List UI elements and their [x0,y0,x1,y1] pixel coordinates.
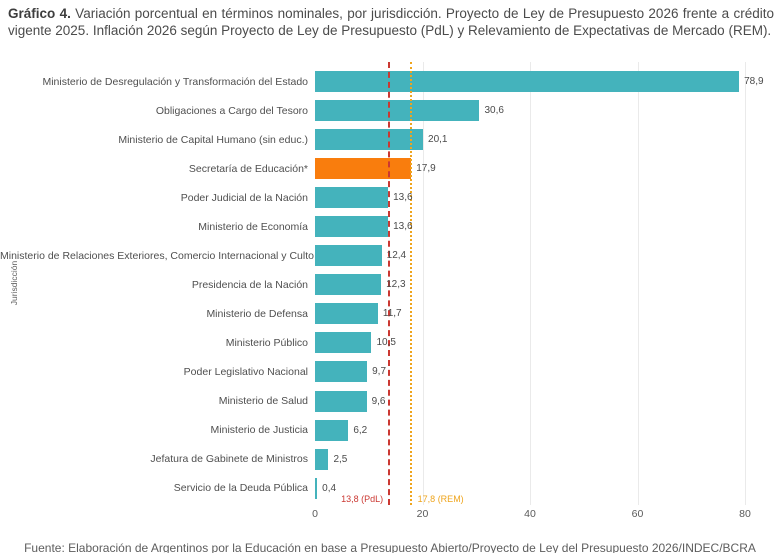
bar-row: Ministerio de Defensa 11,7 [0,299,780,328]
bar-row: Poder Legislativo Nacional 9,7 [0,357,780,386]
bar-row: Poder Judicial de la Nación 13,6 [0,183,780,212]
category-label: Presidencia de la Nación [191,278,308,291]
reference-line-label: 13,8 (PdL) [341,494,384,504]
category-label: Ministerio de Salud [218,395,308,408]
bar [315,216,389,238]
category-label: Ministerio de Economía [198,220,308,233]
bar-row: Ministerio de Economía 13,6 [0,212,780,241]
bar [315,332,372,354]
figure-title: Gráfico 4. Variación porcentual en térmi… [8,6,774,40]
reference-line [409,62,412,505]
category-label: Obligaciones a Cargo del Tesoro [155,104,308,117]
gridline [530,62,531,505]
x-axis-tick-label: 80 [739,508,751,520]
category-label: Servicio de la Deuda Pública [173,482,308,495]
bar [315,303,378,325]
category-label: Ministerio de Justicia [210,424,308,437]
category-label: Ministerio Público [225,336,308,349]
value-label: 20,1 [428,134,448,146]
value-label: 12,4 [386,250,407,262]
x-axis-ticks: 0 20 40 60 80 [0,508,780,524]
category-label: Ministerio de Relaciones Exteriores, Com… [0,249,314,262]
x-axis-tick-label: 20 [416,508,429,520]
bar-rows: Ministerio de Desregulación y Transforma… [0,67,780,503]
category-label: Secretaría de Educación* [188,162,308,175]
bar [315,361,368,383]
value-label: 78,9 [744,76,764,88]
bar [315,100,480,122]
category-label: Ministerio de Capital Humano (sin educ.) [118,133,308,146]
x-axis-tick-label: 40 [524,508,536,520]
value-label: 9,6 [371,395,386,407]
bar [315,71,740,93]
category-label: Poder Legislativo Nacional [183,365,308,378]
bar [315,390,367,412]
bar [315,187,389,209]
figure-title-text: Variación porcentual en términos nominal… [8,6,774,38]
category-label: Jefatura de Gabinete de Ministros [150,453,308,466]
source-note: Fuente: Elaboración de Argentinos por la… [24,541,756,553]
value-label: 12,3 [386,279,406,291]
bar [315,448,329,470]
value-label: 6,2 [353,424,368,436]
value-label: 0,4 [322,482,337,494]
x-axis-tick-label: 60 [631,508,644,520]
figure-title-prefix: Gráfico 4. [8,6,71,21]
gridline [422,62,424,505]
category-label: Ministerio de Desregulación y Transforma… [42,75,308,88]
x-axis-tick-label: 0 [312,508,318,520]
bar-row: Ministerio de Desregulación y Transforma… [0,67,780,96]
value-label: 11,7 [382,308,402,320]
bar-row: Secretaría de Educación* 17,9 [0,154,780,183]
bar [315,129,424,151]
value-label: 10,5 [376,337,396,349]
gridline [637,62,639,505]
bar [315,477,318,499]
value-label: 2,5 [333,453,348,465]
bar-row: Obligaciones a Cargo del Tesoro 30,6 [0,96,780,125]
bar-row: Ministerio de Capital Humano (sin educ.)… [0,125,780,154]
value-label: 17,9 [416,163,436,175]
gridline [745,62,746,505]
bar-row: Jefatura de Gabinete de Ministros 2,5 [0,445,780,474]
bar-row: Presidencia de la Nación 12,3 [0,270,780,299]
value-label: 13,6 [393,192,413,204]
category-label: Poder Judicial de la Nación [180,191,308,204]
bar-row: Ministerio de Relaciones Exteriores, Com… [0,241,780,270]
bar-row: Ministerio Público 10,5 [0,328,780,357]
value-label: 30,6 [484,105,504,117]
bar-row: Servicio de la Deuda Pública 0,4 [0,474,780,503]
reference-line-label: 17,8 (REM) [417,494,464,504]
reference-line [388,62,391,505]
bar [315,274,382,296]
bar-row: Ministerio de Justicia 6,2 [0,416,780,445]
bar-chart: Jurisdicción Ministerio de Desregulación… [0,62,780,524]
value-label: 13,6 [393,221,413,233]
value-label: 9,7 [372,366,387,378]
bar [315,158,412,180]
bar [315,419,349,441]
bar [315,245,382,267]
bar-row: Ministerio de Salud 9,6 [0,387,780,416]
category-label: Ministerio de Defensa [206,307,308,320]
